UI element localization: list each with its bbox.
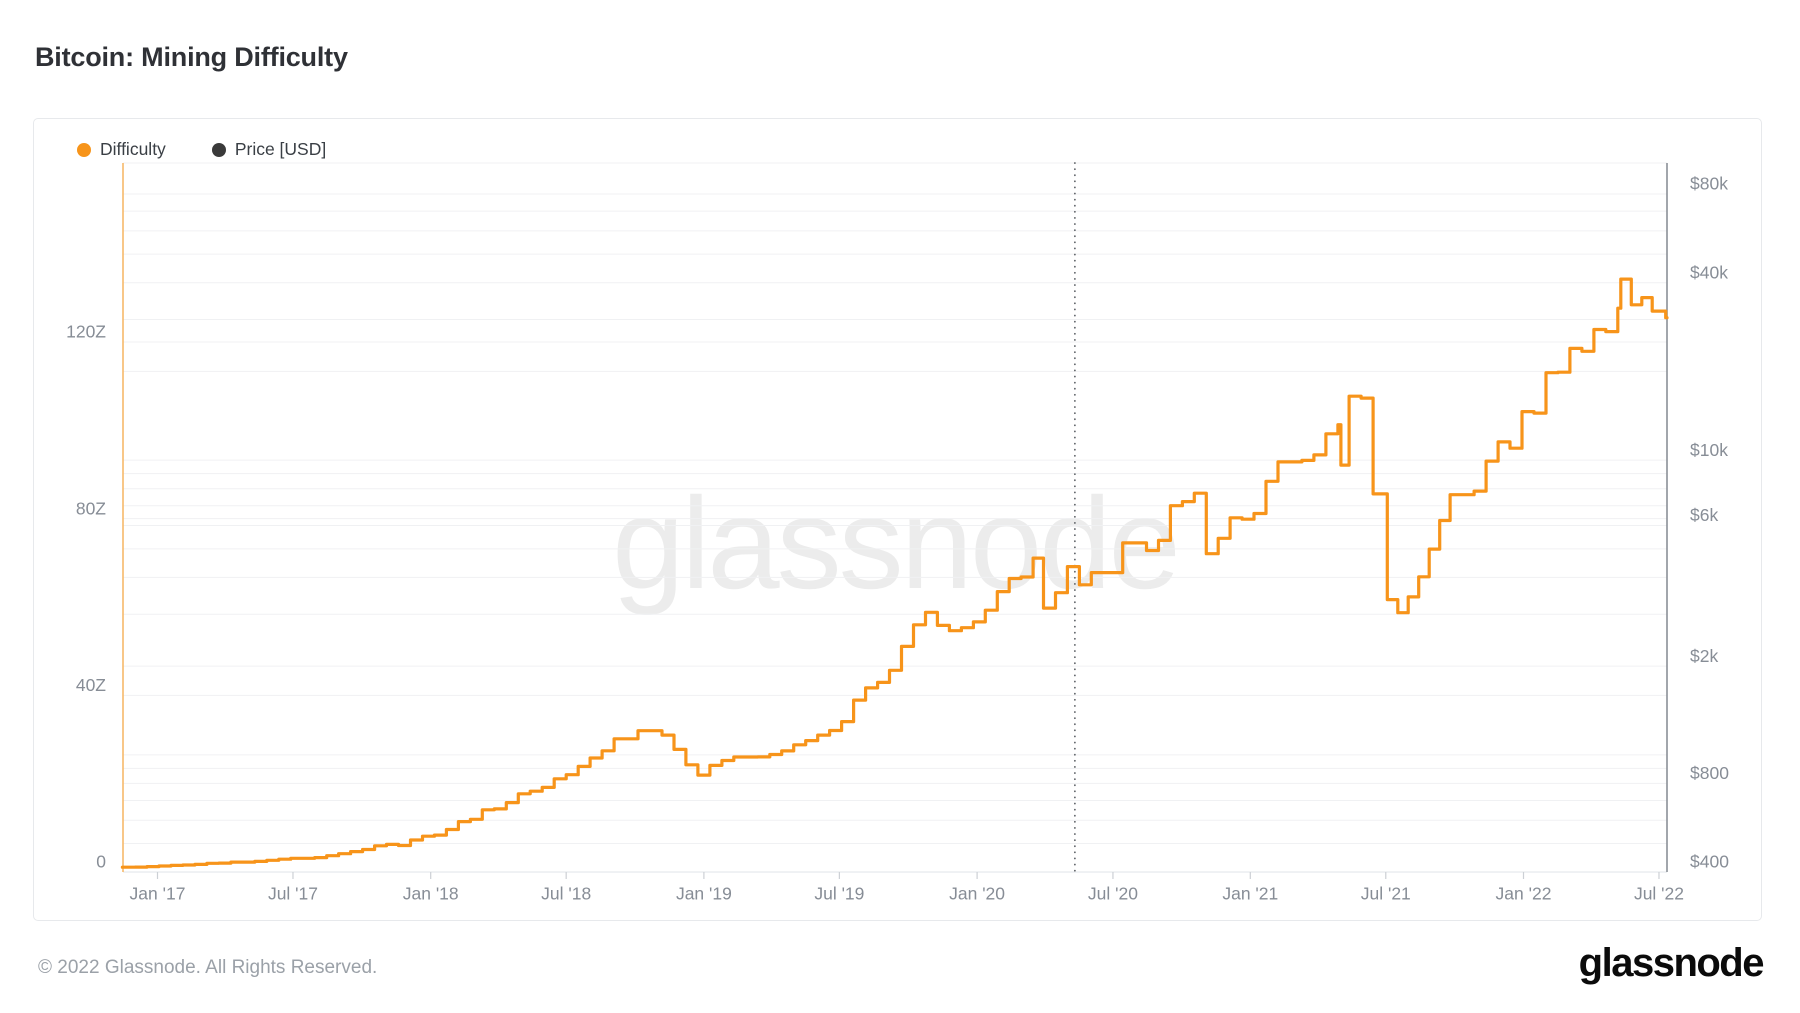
y-axis-right-label: $800 <box>1690 763 1729 783</box>
y-axis-left-label: 80Z <box>76 498 106 518</box>
y-axis-left-label: 0 <box>96 852 106 872</box>
footer-copyright: © 2022 Glassnode. All Rights Reserved. <box>38 957 378 978</box>
y-axis-right-label: $2k <box>1690 646 1718 666</box>
x-axis-label: Jan '20 <box>949 884 1005 904</box>
x-axis-label: Jul '21 <box>1361 884 1411 904</box>
x-axis-label: Jul '20 <box>1088 884 1138 904</box>
x-axis-label: Jul '22 <box>1634 884 1684 904</box>
chart-panel <box>33 118 1762 921</box>
y-axis-right-label: $80k <box>1690 174 1728 194</box>
price-series-dot-icon <box>211 142 226 157</box>
legend-label-difficulty: Difficulty <box>100 139 166 159</box>
x-axis-label: Jan '18 <box>403 884 459 904</box>
glassnode-logo[interactable]: glassnode <box>1578 941 1765 985</box>
y-axis-right-label: $40k <box>1690 262 1728 282</box>
x-axis-label: Jul '18 <box>541 884 591 904</box>
y-axis-left-label: 120Z <box>66 322 106 342</box>
series-lines <box>120 277 1669 869</box>
gridlines <box>122 162 1668 873</box>
x-axis-label: Jan '17 <box>130 884 186 904</box>
watermark: glassnode <box>612 470 1181 616</box>
y-axis-right-label: $400 <box>1690 852 1729 872</box>
difficulty-series-dot-icon <box>77 142 91 157</box>
x-axis-label: Jul '19 <box>814 884 864 904</box>
x-axis-label: Jan '21 <box>1222 884 1278 904</box>
y-axis-left-label: 40Z <box>76 675 106 695</box>
y-axis-right-label: $10k <box>1690 440 1728 460</box>
chart-legend: Difficulty Price [USD] <box>77 139 372 160</box>
legend-label-price: Price [USD] <box>234 139 327 159</box>
difficulty-step-line <box>120 277 1669 869</box>
legend-item-price[interactable]: Price [USD] <box>211 139 327 160</box>
axes: 0 40Z 80Z 120Z $400 $800 $2k $6k $10k $40k $80k Jan… <box>66 174 1729 904</box>
y-axis-right-label: $6k <box>1690 505 1718 525</box>
legend-item-difficulty[interactable]: Difficulty <box>77 139 166 160</box>
x-axis-label: Jan '22 <box>1496 884 1552 904</box>
x-axis-label: Jul '17 <box>268 884 318 904</box>
x-axis-label: Jan '19 <box>676 884 732 904</box>
page-title: Bitcoin: Mining Difficulty <box>35 42 348 72</box>
